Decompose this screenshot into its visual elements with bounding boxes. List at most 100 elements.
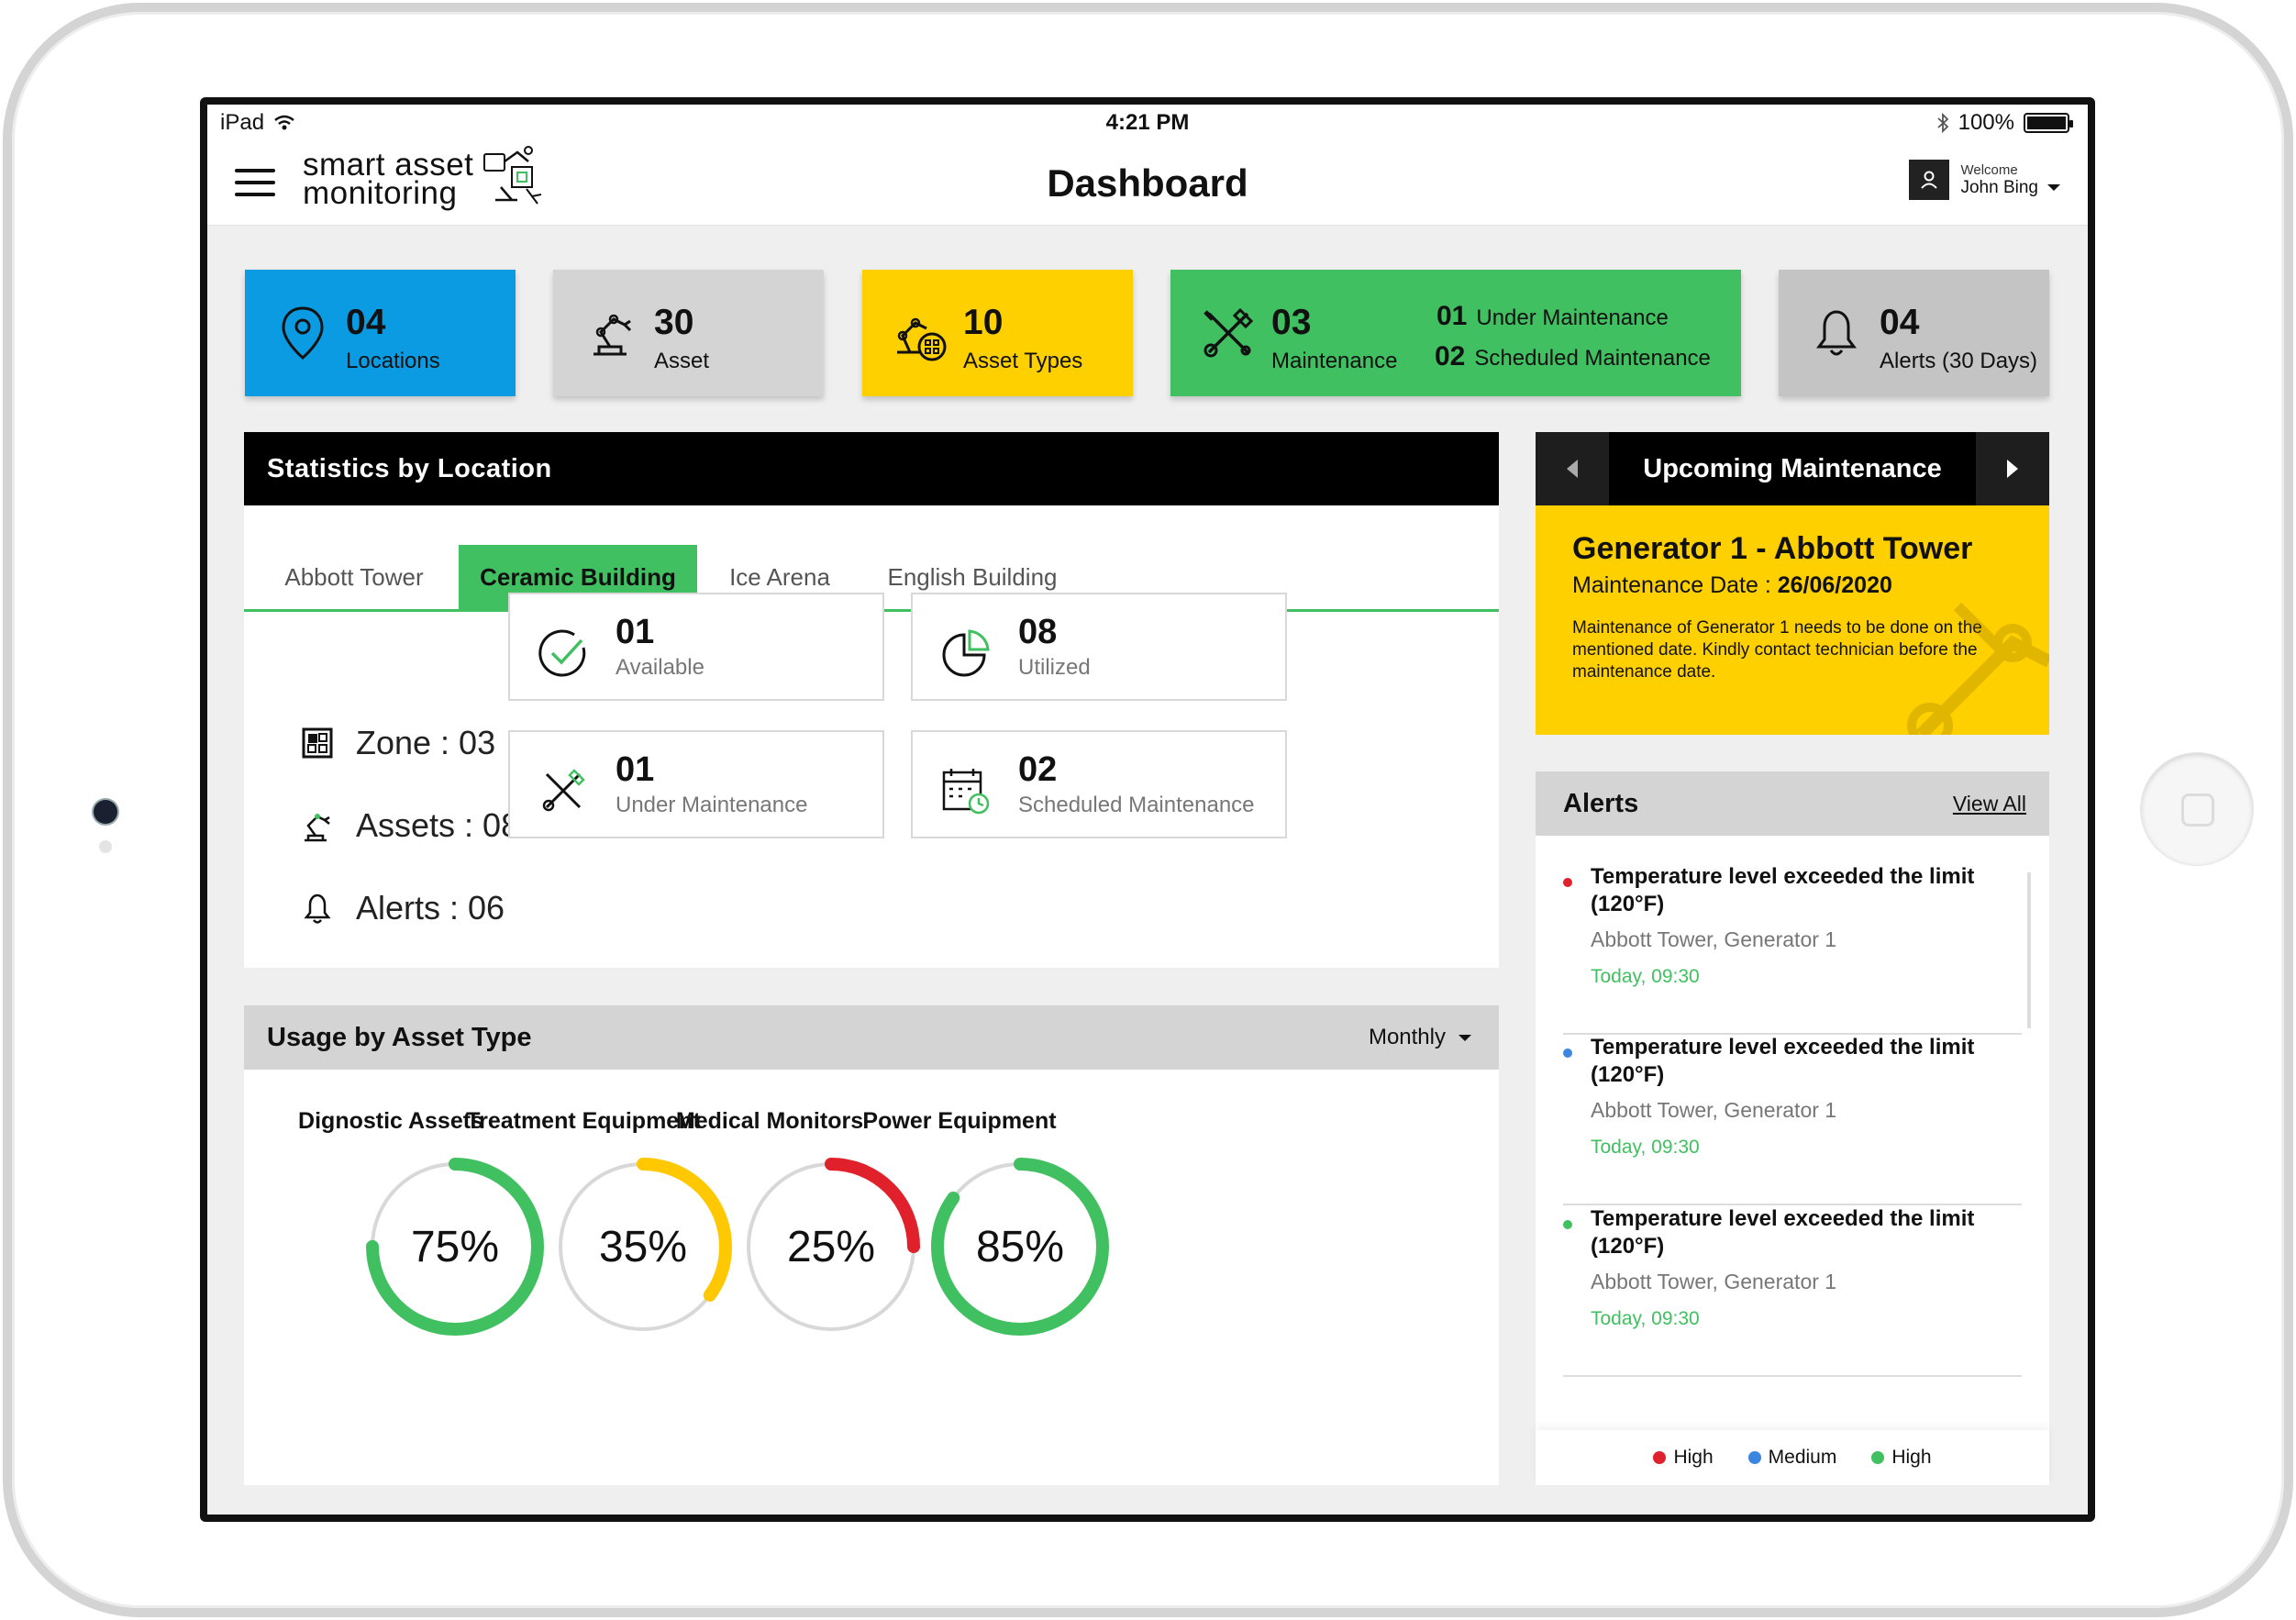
usage-gauge: [366, 1158, 544, 1336]
alert-message: Temperature level exceeded the limit (12…: [1591, 864, 1975, 916]
brand-line-1: smart asset: [303, 147, 474, 183]
user-name: John Bing: [1960, 177, 2038, 197]
gauge-title: Medical Monitors: [675, 1108, 864, 1134]
alerts-legend: High Medium High: [1536, 1430, 2049, 1485]
brand-line-2: monitoring: [303, 175, 458, 211]
scheduled-maintenance-num: 02: [1018, 750, 1058, 789]
under-maintenance-label: Under Maintenance: [1476, 305, 1669, 330]
upcoming-description: Maintenance of Generator 1 needs to be d…: [1572, 618, 1982, 682]
bell-icon: [1816, 310, 1857, 356]
alert-item[interactable]: Temperature level exceeded the limit (12…: [1563, 1034, 2022, 1205]
maintenance-date: Maintenance Date : 26/06/2020: [1572, 572, 2013, 599]
prev-button[interactable]: [1536, 432, 1609, 505]
pie-chart-icon: [942, 629, 990, 677]
maintenance-count: 03: [1271, 303, 1312, 342]
period-dropdown[interactable]: Monthly: [1369, 1005, 1471, 1070]
next-button[interactable]: [1976, 432, 2049, 505]
legend-label: Medium: [1768, 1447, 1837, 1468]
bell-icon: [304, 893, 331, 924]
under-maintenance-num: 01: [1436, 301, 1468, 331]
robot-arm-icon: [593, 314, 632, 356]
usage-gauge: [742, 1158, 920, 1336]
utilized-box[interactable]: 08 Utilized: [911, 593, 1287, 701]
robot-arm-icon: [305, 814, 330, 842]
gauge-arc: [742, 1158, 920, 1336]
upcoming-item: Generator 1 - Abbott Tower Maintenance D…: [1536, 505, 2049, 735]
legend-item: Medium: [1747, 1447, 1837, 1469]
zone-row: Zone : 03: [299, 724, 495, 762]
utilized-label: Utilized: [1018, 655, 1091, 680]
alert-item[interactable]: Temperature level exceeded the limit (12…: [1563, 1205, 2022, 1377]
tab-ice-arena[interactable]: Ice Arena: [729, 563, 830, 591]
locations-count: 04: [346, 303, 386, 342]
brand-logo: smart asset monitoring: [303, 147, 474, 211]
under-maintenance-box[interactable]: 01 Under Maintenance: [508, 730, 884, 838]
alert-time: Today, 09:30: [1591, 966, 1700, 987]
status-bar: iPad 4:21 PM 100%: [207, 105, 2088, 138]
avatar: [1909, 160, 1950, 200]
gauge-arc: [366, 1158, 544, 1336]
device-name: iPad: [220, 110, 265, 135]
page-title: Dashboard: [1047, 161, 1248, 205]
upcoming-maintenance-panel: Upcoming Maintenance Generator 1 - Abbot…: [1536, 432, 2049, 735]
robot-arm-watermark-icon: [1907, 602, 2049, 735]
statistics-panel: Statistics by Location Abbott Tower Cera…: [244, 432, 1499, 968]
asset-card[interactable]: 30 Asset: [553, 270, 824, 396]
under-maintenance-num: 01: [616, 750, 655, 789]
asset-types-icon: [897, 317, 947, 361]
chevron-down-icon: [2047, 183, 2060, 191]
home-button[interactable]: [2140, 752, 2254, 866]
camera-icon: [94, 800, 117, 824]
alerts-count: 04: [1880, 303, 1920, 342]
sensor-dot: [99, 840, 112, 853]
locations-label: Locations: [346, 349, 440, 373]
alerts-label: Alerts (30 Days): [1880, 349, 2038, 373]
asset-types-card[interactable]: 10 Asset Types: [862, 270, 1133, 396]
alert-location: Abbott Tower, Generator 1: [1591, 927, 1837, 951]
usage-panel: Usage by Asset Type Monthly Dignostic As…: [244, 1005, 1499, 1485]
robot-arm-logo-icon: [483, 146, 542, 205]
alerts-card[interactable]: 04 Alerts (30 Days): [1779, 270, 2049, 396]
scheduled-maintenance-num: 02: [1435, 341, 1466, 372]
welcome-text: Welcome: [1960, 161, 2018, 178]
scheduled-maintenance-box[interactable]: 02 Scheduled Maintenance: [911, 730, 1287, 838]
alerts-scrollbar[interactable]: [2027, 872, 2031, 1028]
maintenance-card[interactable]: 03 Maintenance 01 Under Maintenance 02 Sch…: [1170, 270, 1741, 396]
screen: iPad 4:21 PM 100% smart asset monitoring: [200, 97, 2095, 1522]
available-label: Available: [616, 655, 704, 680]
bluetooth-icon: [1937, 113, 1948, 133]
period-value: Monthly: [1368, 1025, 1446, 1049]
gauge-percent: 85%: [975, 1223, 1065, 1271]
usage-title: Usage by Asset Type: [267, 1023, 532, 1052]
gauge-title: Treatment Equipment: [466, 1108, 701, 1134]
gauge-percent: 75%: [410, 1223, 500, 1271]
available-num: 01: [616, 613, 655, 651]
tab-english-building[interactable]: English Building: [887, 563, 1058, 591]
alerts-text: Alerts : 06: [356, 889, 505, 927]
menu-icon[interactable]: [235, 169, 275, 196]
scheduled-maintenance-label: Scheduled Maintenance: [1018, 793, 1255, 817]
legend-dot: [1747, 1451, 1761, 1464]
calendar-clock-icon: [942, 769, 990, 815]
alerts-panel: Alerts View All Temperature level exceed…: [1536, 771, 2049, 1485]
view-all-link[interactable]: View All: [1952, 792, 2026, 816]
alert-location: Abbott Tower, Generator 1: [1591, 1270, 1837, 1293]
under-maintenance-summary: 01 Under Maintenance: [1436, 301, 1669, 332]
statistics-title: Statistics by Location: [244, 432, 1499, 505]
legend-item: High: [1653, 1447, 1714, 1469]
gauge-arc: [931, 1158, 1109, 1336]
asset-types-count: 10: [963, 303, 1004, 342]
severity-dot: [1563, 878, 1572, 887]
asset-types-label: Asset Types: [963, 349, 1083, 373]
maintenance-date-value: 26/06/2020: [1777, 572, 1892, 598]
alert-item[interactable]: Temperature level exceeded the limit (12…: [1563, 863, 2022, 1035]
tab-abbott-tower[interactable]: Abbott Tower: [284, 563, 424, 591]
battery-icon: [2024, 113, 2073, 133]
scheduled-maintenance-summary: 02 Scheduled Maintenance: [1435, 341, 1711, 372]
location-pin-icon: [282, 306, 324, 360]
user-menu[interactable]: Welcome John Bing: [1909, 160, 2060, 200]
available-box[interactable]: 01 Available: [508, 593, 884, 701]
legend-dot: [1653, 1451, 1667, 1464]
locations-card[interactable]: 04 Locations: [245, 270, 516, 396]
alert-message: Temperature level exceeded the limit (12…: [1591, 1035, 1975, 1087]
